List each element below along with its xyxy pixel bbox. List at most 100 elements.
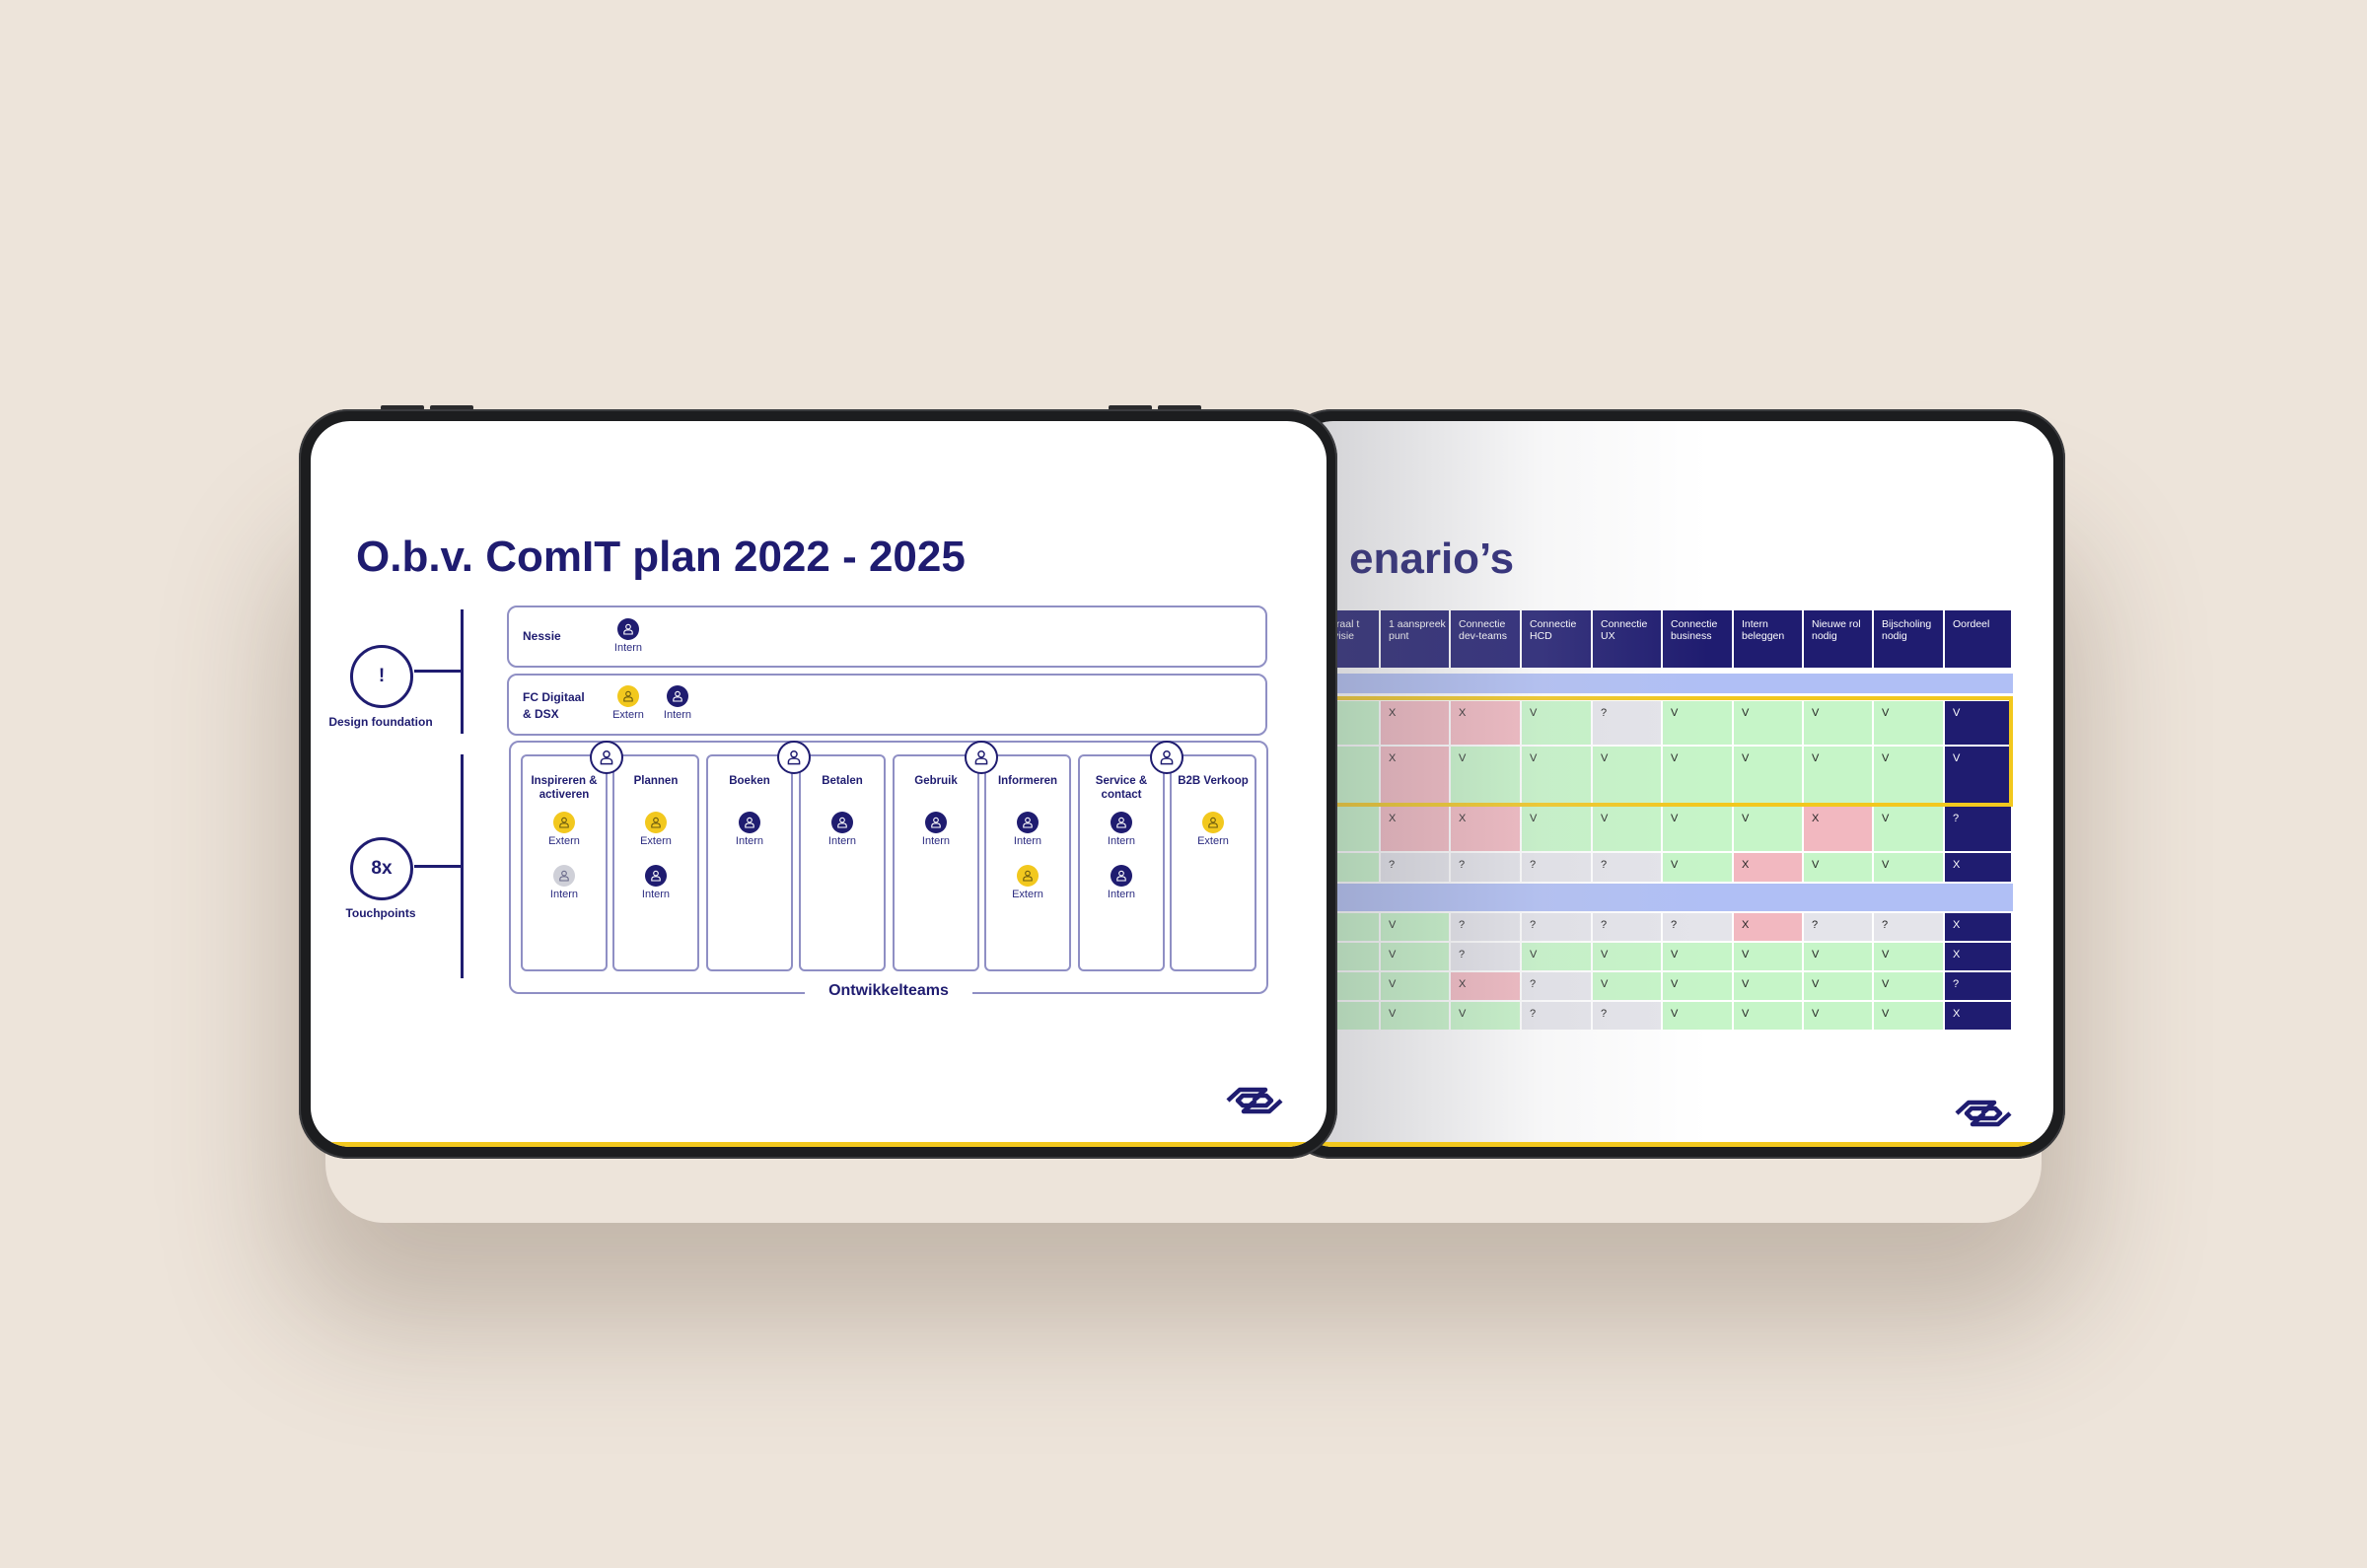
table-cell: X	[1381, 807, 1451, 853]
team-column: Betalen	[799, 754, 886, 971]
table-cell: V	[1804, 943, 1874, 972]
intern-person-icon	[831, 812, 853, 833]
table-cell: X	[1945, 853, 2013, 884]
nessie-label: Nessie	[523, 629, 561, 643]
person-label: Intern	[613, 642, 643, 654]
table-cell: V	[1804, 853, 1874, 884]
intern-person-icon	[1111, 865, 1132, 887]
table-cell: V	[1734, 943, 1804, 972]
connector-line	[414, 865, 462, 868]
team-column: Service & contact	[1078, 754, 1165, 971]
table-cell: ?	[1663, 913, 1734, 943]
person-label: Intern	[827, 835, 857, 847]
table-cell: ?	[1451, 853, 1522, 884]
table-cell: V	[1663, 972, 1734, 1002]
person-label: Intern	[549, 889, 579, 900]
yellow-bar	[311, 1142, 1327, 1147]
right-slide: enario’s traal t visie 1 aanspreek punt Co…	[1294, 421, 2053, 1147]
table-header: Intern beleggen	[1734, 610, 1804, 670]
fc-label-line1: FC Digitaal	[523, 690, 585, 704]
hardware-button	[1109, 405, 1152, 410]
table-cell: ?	[1593, 1002, 1663, 1032]
design-foundation-label: Design foundation	[328, 715, 433, 729]
table-cell: V	[1734, 807, 1804, 853]
team-column: Plannen	[612, 754, 699, 971]
table-cell: V	[1874, 943, 1945, 972]
table-cell: V	[1663, 1002, 1734, 1032]
table-cell: ?	[1522, 853, 1593, 884]
person-label: Extern	[548, 835, 580, 847]
extern-person-icon	[1202, 812, 1224, 833]
ns-logo	[1955, 1100, 2012, 1127]
touchpoints-icon: 8x	[350, 837, 413, 900]
table-cell: X	[1451, 701, 1522, 747]
table-cell: V	[1593, 943, 1663, 972]
slide-title: enario’s	[1349, 535, 1515, 583]
highlighted-scenarios	[1326, 696, 2013, 807]
table-cell: V	[1381, 913, 1451, 943]
team-column: Informeren	[984, 754, 1071, 971]
table-cell: V	[1874, 1002, 1945, 1032]
table-cell: V	[1522, 943, 1593, 972]
table-cell: V	[1663, 943, 1734, 972]
table-cell: V	[1874, 701, 1945, 747]
table-cell: V	[1522, 701, 1593, 747]
table-cell: ?	[1593, 853, 1663, 884]
table-cell: ?	[1451, 943, 1522, 972]
table-cell: X	[1734, 913, 1804, 943]
hardware-button	[381, 405, 424, 410]
group-band	[1326, 884, 2013, 911]
table-header: Nieuwe rol nodig	[1804, 610, 1874, 670]
intern-person-icon	[739, 812, 760, 833]
table-cell: V	[1804, 972, 1874, 1002]
team-column: Boeken	[706, 754, 793, 971]
group-band	[1326, 674, 2013, 693]
hardware-button	[430, 405, 473, 410]
table-cell: X	[1945, 1002, 2013, 1032]
slide-title: O.b.v. ComIT plan 2022 - 2025	[356, 533, 966, 581]
table-cell: V	[1381, 1002, 1451, 1032]
design-foundation-icon: !	[350, 645, 413, 708]
intern-person-icon	[925, 812, 947, 833]
team-lead-person-icon	[965, 741, 998, 774]
team-title: Plannen	[633, 775, 679, 787]
table-cell: V	[1663, 853, 1734, 884]
table-cell: V	[1451, 1002, 1522, 1032]
table-cell: ?	[1945, 972, 2013, 1002]
table-header: Connectie dev-teams	[1451, 610, 1522, 670]
fc-digitaal-label: FC Digitaal & DSX	[523, 689, 585, 723]
team-lead-person-icon	[777, 741, 811, 774]
table-cell: ?	[1381, 853, 1451, 884]
person-label: Extern	[640, 835, 672, 847]
table-cell: ?	[1451, 913, 1522, 943]
table-cell: ?	[1804, 913, 1874, 943]
team-title: B2B Verkoop	[1178, 775, 1249, 787]
table-cell: V	[1804, 1002, 1874, 1032]
person-label: Extern	[1012, 889, 1043, 900]
touchpoints-label: Touchpoints	[345, 906, 416, 920]
extern-person-icon	[1017, 865, 1039, 887]
table-cell: V	[1451, 747, 1522, 807]
person-label: Intern	[641, 889, 671, 900]
table-cell: X	[1734, 853, 1804, 884]
intern-person-icon	[1111, 812, 1132, 833]
extern-person-icon	[645, 812, 667, 833]
extern-person-icon	[553, 812, 575, 833]
intern-person-icon	[1017, 812, 1039, 833]
table-cell: V	[1734, 1002, 1804, 1032]
table-cell: ?	[1593, 913, 1663, 943]
team-column: Gebruik	[893, 754, 979, 971]
table-cell: X	[1804, 807, 1874, 853]
table-cell: V	[1734, 701, 1804, 747]
table-cell: X	[1945, 913, 2013, 943]
table-cell: V	[1663, 807, 1734, 853]
table-cell: V	[1593, 807, 1663, 853]
table-cell: V	[1381, 972, 1451, 1002]
person-label: Intern	[1013, 835, 1042, 847]
table-cell: X	[1381, 701, 1451, 747]
table-cell: X	[1451, 972, 1522, 1002]
team-title: Service & contact	[1095, 775, 1148, 801]
person-label: Intern	[663, 709, 692, 721]
person-label: Intern	[1107, 889, 1136, 900]
intern-person-icon	[645, 865, 667, 887]
